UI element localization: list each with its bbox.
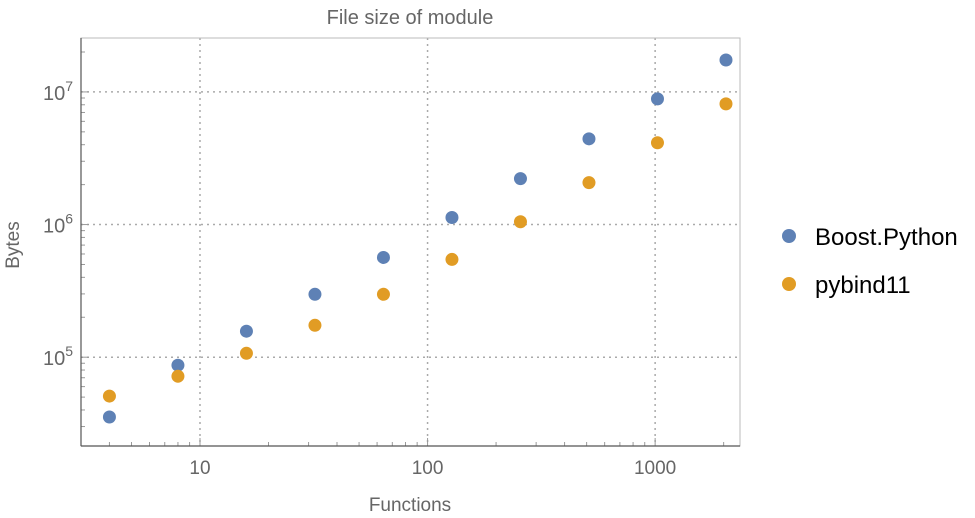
data-point-pybind11 (513, 215, 527, 229)
y-tick-exponent: 5 (65, 343, 73, 359)
x-tick-label: 100 (412, 458, 444, 479)
data-point-pybind11 (445, 252, 459, 266)
data-point-pybind11 (171, 369, 185, 383)
data-point-boost-python (445, 211, 459, 225)
y-tick-base: 10 (43, 216, 65, 238)
y-axis-label: Bytes (3, 221, 24, 269)
legend-marker (782, 277, 796, 291)
data-point-pybind11 (650, 136, 664, 150)
data-point-boost-python (239, 324, 253, 338)
y-tick-base: 10 (43, 83, 65, 105)
legend-label: Boost.Python (815, 224, 958, 251)
data-point-boost-python (102, 410, 116, 424)
y-tick-label: 107 (43, 78, 73, 105)
data-point-boost-python (650, 92, 664, 106)
y-tick-label: 105 (43, 343, 73, 370)
x-axis-label: Functions (369, 495, 451, 513)
data-point-boost-python (171, 358, 185, 372)
data-point-boost-python (308, 287, 322, 301)
y-tick-exponent: 7 (65, 78, 73, 94)
x-tick-label: 1000 (634, 458, 676, 479)
data-point-boost-python (719, 53, 733, 67)
y-tick-exponent: 6 (65, 211, 73, 227)
data-point-pybind11 (239, 346, 253, 360)
data-point-pybind11 (719, 97, 733, 111)
data-point-boost-python (582, 132, 596, 146)
x-tick-label: 10 (189, 458, 210, 479)
data-point-boost-python (513, 172, 527, 186)
data-point-pybind11 (102, 389, 116, 403)
plot-frame (80, 37, 741, 447)
y-tick-label: 106 (43, 211, 73, 238)
data-point-pybind11 (582, 176, 596, 190)
legend-marker (782, 229, 796, 243)
data-point-pybind11 (308, 318, 322, 332)
chart-title: File size of module (327, 7, 494, 29)
y-tick-base: 10 (43, 348, 65, 370)
legend-label: pybind11 (815, 272, 911, 299)
data-point-pybind11 (376, 287, 390, 301)
data-point-boost-python (376, 250, 390, 264)
